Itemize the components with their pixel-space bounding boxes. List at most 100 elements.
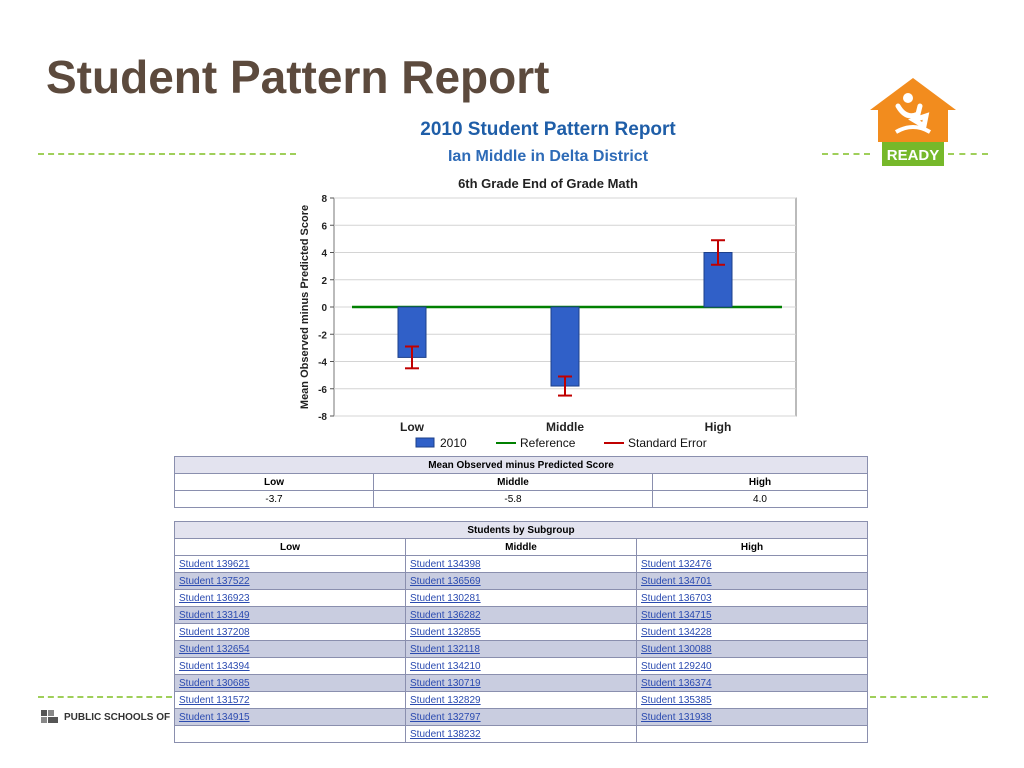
table-row: Student 132654 Student 132118 Student 1300… — [174, 640, 868, 658]
subgroup-header-high: High — [636, 538, 868, 556]
student-cell: Student 136374 — [636, 674, 868, 692]
student-link[interactable]: Student 132476 — [641, 558, 712, 570]
top-right-divider-b — [948, 153, 988, 155]
y-tick-label: -8 — [318, 412, 327, 423]
y-tick-label: 8 — [321, 194, 327, 205]
student-link[interactable]: Student 130719 — [410, 677, 481, 689]
student-link[interactable]: Student 137522 — [179, 575, 250, 587]
student-cell: Student 134715 — [636, 606, 868, 624]
student-link[interactable]: Student 134915 — [179, 711, 250, 723]
student-cell: Student 136703 — [636, 589, 868, 607]
student-link[interactable]: Student 130088 — [641, 643, 712, 655]
student-link[interactable]: Student 131938 — [641, 711, 712, 723]
student-cell — [174, 725, 406, 743]
student-link[interactable]: Student 139621 — [179, 558, 250, 570]
student-link[interactable]: Student 132829 — [410, 694, 481, 706]
table-row: Student 131572 Student 132829 Student 1353… — [174, 691, 868, 709]
student-link[interactable]: Student 136569 — [410, 575, 481, 587]
student-cell: Student 132118 — [405, 640, 637, 658]
score-header-middle: Middle — [373, 473, 653, 491]
subgroup-table: Students by Subgroup Low Middle High Stu… — [174, 521, 868, 743]
score-value-middle: -5.8 — [373, 490, 653, 508]
student-link[interactable]: Student 134228 — [641, 626, 712, 638]
student-link[interactable]: Student 133149 — [179, 609, 250, 621]
student-link[interactable]: Student 129240 — [641, 660, 712, 672]
score-value-high: 4.0 — [652, 490, 868, 508]
student-link[interactable]: Student 138232 — [410, 728, 481, 740]
y-tick-label: -6 — [318, 385, 327, 396]
student-link[interactable]: Student 130685 — [179, 677, 250, 689]
student-link[interactable]: Student 134398 — [410, 558, 481, 570]
student-cell: Student 137208 — [174, 623, 406, 641]
legend-label-2010: 2010 — [440, 436, 467, 450]
student-cell: Student 131938 — [636, 708, 868, 726]
student-cell — [636, 725, 868, 743]
student-link[interactable]: Student 134394 — [179, 660, 250, 672]
table-row: Student 134915 Student 132797 Student 1319… — [174, 708, 868, 726]
student-cell: Student 133149 — [174, 606, 406, 624]
student-link[interactable]: Student 130281 — [410, 592, 481, 604]
report-title: 2010 Student Pattern Report — [420, 119, 676, 140]
student-cell: Student 130088 — [636, 640, 868, 658]
ready-logo-icon: READY — [870, 78, 956, 166]
slide-title: Student Pattern Report — [46, 51, 550, 103]
student-cell: Student 135385 — [636, 691, 868, 709]
student-link[interactable]: Student 136703 — [641, 592, 712, 604]
student-link[interactable]: Student 134210 — [410, 660, 481, 672]
student-link[interactable]: Student 132654 — [179, 643, 250, 655]
student-link[interactable]: Student 136282 — [410, 609, 481, 621]
error-bar-high — [711, 239, 725, 266]
y-tick-label: -2 — [318, 330, 327, 341]
legend: 2010 Reference Standard Error — [415, 436, 707, 450]
error-bar-low — [405, 345, 419, 370]
student-cell: Student 132797 — [405, 708, 637, 726]
student-link[interactable]: Student 134715 — [641, 609, 712, 621]
student-cell: Student 134701 — [636, 572, 868, 590]
student-cell: Student 134394 — [174, 657, 406, 675]
score-value-low: -3.7 — [174, 490, 374, 508]
student-cell: Student 134228 — [636, 623, 868, 641]
table-row: Student 130685 Student 130719 Student 1363… — [174, 674, 868, 692]
x-tick-label: High — [705, 420, 732, 434]
bar-middle — [550, 306, 580, 387]
legend-label-standard-error: Standard Error — [628, 436, 707, 450]
student-cell: Student 130281 — [405, 589, 637, 607]
top-left-divider — [38, 153, 296, 155]
table-row: Student 137208 Student 132855 Student 1342… — [174, 623, 868, 641]
bottom-left-divider — [38, 696, 172, 698]
y-tick-label: 0 — [321, 303, 327, 314]
bar-chart: -8 -6 -4 -2 0 2 4 6 8 Low Middle High Mean Observe… — [299, 194, 797, 450]
ready-logo-text: READY — [887, 147, 940, 164]
table-row: Student 134394 Student 134210 Student 1292… — [174, 657, 868, 675]
student-link[interactable]: Student 132118 — [410, 643, 480, 655]
table-row: Student 139621 Student 134398 Student 1324… — [174, 555, 868, 573]
student-cell: Student 134210 — [405, 657, 637, 675]
subgroup-header-low: Low — [174, 538, 406, 556]
score-table-caption: Mean Observed minus Predicted Score — [174, 456, 868, 474]
top-right-divider-a — [822, 153, 870, 155]
student-cell: Student 132476 — [636, 555, 868, 573]
student-cell: Student 129240 — [636, 657, 868, 675]
student-cell: Student 136923 — [174, 589, 406, 607]
student-link[interactable]: Student 134701 — [641, 575, 712, 587]
student-cell: Student 136282 — [405, 606, 637, 624]
student-cell: Student 136569 — [405, 572, 637, 590]
legend-label-reference: Reference — [520, 436, 576, 450]
student-cell: Student 138232 — [405, 725, 637, 743]
student-link[interactable]: Student 137208 — [179, 626, 250, 638]
error-bar-middle — [558, 375, 572, 397]
y-axis-label: Mean Observed minus Predicted Score — [299, 205, 311, 409]
score-header-high: High — [652, 473, 868, 491]
student-link[interactable]: Student 132855 — [410, 626, 481, 638]
student-link[interactable]: Student 136374 — [641, 677, 712, 689]
student-cell: Student 137522 — [174, 572, 406, 590]
student-link[interactable]: Student 132797 — [410, 711, 481, 723]
student-link[interactable]: Student 131572 — [179, 694, 250, 706]
student-link[interactable]: Student 136923 — [179, 592, 250, 604]
student-cell: Student 132855 — [405, 623, 637, 641]
student-cell: Student 130685 — [174, 674, 406, 692]
y-tick-label: 6 — [321, 221, 327, 232]
student-link[interactable]: Student 135385 — [641, 694, 712, 706]
student-cell: Student 132829 — [405, 691, 637, 709]
x-tick-label: Low — [400, 420, 425, 434]
